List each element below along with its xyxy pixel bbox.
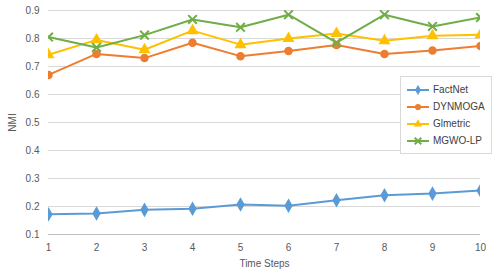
svg-text:0.1: 0.1	[26, 229, 40, 240]
svg-text:4: 4	[190, 242, 196, 253]
svg-text:0.4: 0.4	[26, 145, 40, 156]
svg-text:10: 10	[475, 242, 487, 253]
svg-text:0.2: 0.2	[26, 201, 40, 212]
svg-text:NMI: NMI	[7, 113, 18, 131]
html-text:MGWO-LP: MGWO-LP	[433, 135, 482, 146]
svg-text:5: 5	[238, 242, 244, 253]
svg-text:0.5: 0.5	[26, 117, 40, 128]
svg-text:2: 2	[94, 242, 100, 253]
html-text:DYNMOGA: DYNMOGA	[433, 101, 485, 112]
svg-text:0.9: 0.9	[26, 5, 40, 16]
svg-text:0.3: 0.3	[26, 173, 40, 184]
html-text:FactNet: FactNet	[433, 84, 468, 95]
svg-text:7: 7	[334, 242, 340, 253]
svg-text:0.7: 0.7	[26, 61, 40, 72]
svg-text:6: 6	[286, 242, 292, 253]
html-text:Glmetric: Glmetric	[433, 118, 471, 129]
svg-text:1: 1	[46, 242, 52, 253]
svg-text:0.8: 0.8	[26, 33, 40, 44]
svg-text:0.6: 0.6	[26, 89, 40, 100]
svg-text:3: 3	[142, 242, 148, 253]
svg-text:8: 8	[382, 242, 388, 253]
svg-text:9: 9	[430, 242, 436, 253]
svg-text:Time Steps: Time Steps	[239, 258, 289, 269]
